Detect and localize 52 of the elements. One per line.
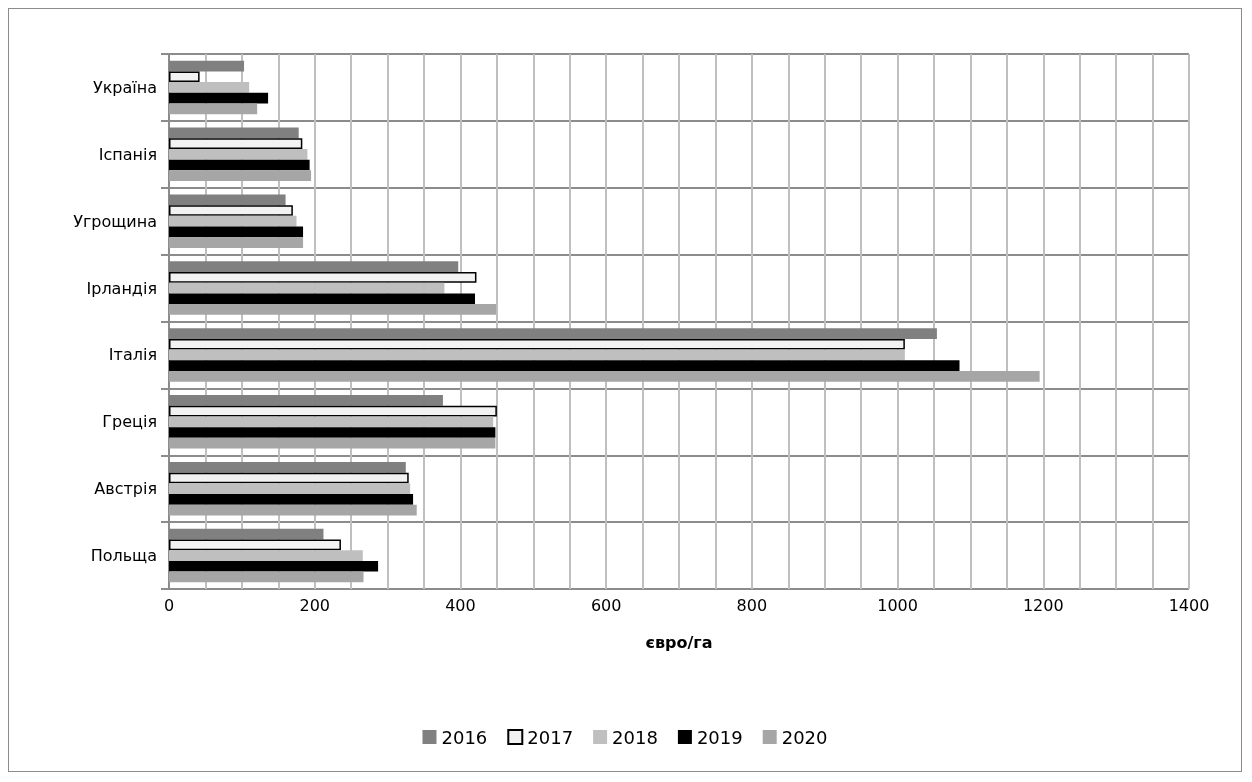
legend-label: 2017 <box>527 726 574 748</box>
y-tick-label: Угрощина <box>73 211 157 231</box>
bar <box>169 159 310 171</box>
y-tick-label: Польща <box>90 546 157 566</box>
bar <box>169 405 497 417</box>
y-tick-label: Україна <box>92 77 157 97</box>
y-tick-label: Іспанія <box>98 144 157 164</box>
bar <box>169 138 303 149</box>
bar <box>169 416 494 428</box>
x-tick-label: 800 <box>736 595 768 615</box>
x-tick-label: 200 <box>299 595 330 615</box>
y-tick-label: Австрія <box>94 479 157 499</box>
bar <box>169 560 379 572</box>
bar <box>169 494 414 505</box>
bar <box>169 483 411 495</box>
legend-label: 2018 <box>612 726 658 748</box>
y-tick-label: Греція <box>102 412 157 432</box>
bar <box>169 427 496 438</box>
x-tick-label: 600 <box>590 595 622 615</box>
legend-label: 2020 <box>781 726 828 748</box>
bar <box>169 282 445 294</box>
bar <box>169 304 497 315</box>
bar <box>169 504 417 516</box>
x-tick-label: 1400 <box>1168 595 1210 615</box>
bar <box>169 349 905 361</box>
bar <box>169 237 304 248</box>
bar <box>169 370 1040 382</box>
bar <box>169 103 258 115</box>
x-axis-title: євро/га <box>645 632 713 652</box>
bar <box>169 215 297 227</box>
x-tick-label: 1200 <box>1022 595 1064 615</box>
x-tick-label: 1000 <box>877 595 918 615</box>
bar <box>169 205 293 216</box>
bar <box>169 293 475 305</box>
x-tick-label: 0 <box>163 595 175 615</box>
bar <box>169 226 304 238</box>
bar <box>169 148 308 160</box>
legend-label: 2016 <box>441 726 488 748</box>
bar <box>169 170 312 182</box>
bar <box>169 571 364 583</box>
bar <box>169 338 905 350</box>
bar <box>169 360 960 371</box>
y-tick-label: Ірландія <box>86 278 157 298</box>
bar <box>169 272 477 283</box>
x-tick-label: 400 <box>445 595 476 615</box>
legend-label: 2019 <box>696 726 743 748</box>
bar <box>169 92 269 104</box>
bar <box>169 71 200 83</box>
bar <box>169 437 496 449</box>
bar <box>169 539 341 551</box>
bar <box>169 472 409 484</box>
y-tick-label: Італія <box>108 345 157 365</box>
